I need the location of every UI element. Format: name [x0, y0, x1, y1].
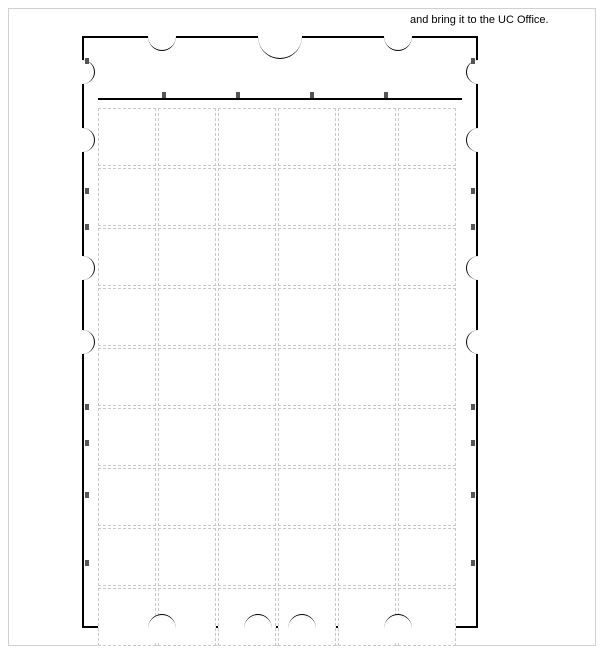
wall-mark [310, 92, 314, 98]
booth-cell [158, 288, 216, 346]
wall-mark [85, 560, 89, 566]
booth-cell [98, 348, 156, 406]
floor-plan-canvas: and bring it to the UC Office. [0, 0, 600, 650]
booth-cell [278, 408, 336, 466]
booth-cell [218, 108, 276, 166]
wall-mark [85, 440, 89, 446]
booth-cell [158, 348, 216, 406]
booth-cell [278, 228, 336, 286]
booth-cell [398, 228, 456, 286]
booth-cell [158, 468, 216, 526]
booth-cell [278, 288, 336, 346]
booth-cell [98, 228, 156, 286]
door-arc [70, 330, 95, 354]
wall-mark [471, 560, 475, 566]
door-arc [466, 330, 491, 354]
booth-cell [398, 408, 456, 466]
booth-cell [98, 108, 156, 166]
wall-mark [471, 440, 475, 446]
booth-cell [158, 108, 216, 166]
header-text: and bring it to the UC Office. [410, 14, 549, 26]
booth-cell [398, 528, 456, 586]
booth-cell [338, 108, 396, 166]
door-arc [70, 60, 95, 84]
booth-cell [98, 588, 156, 646]
booth-cell [218, 528, 276, 586]
booth-cell [158, 168, 216, 226]
door-arc [148, 22, 176, 51]
door-arc [384, 22, 412, 51]
door-arc [288, 614, 316, 643]
booth-cell [158, 528, 216, 586]
booth-cell [338, 468, 396, 526]
booth-cell [338, 288, 396, 346]
booth-cell [278, 108, 336, 166]
wall-mark [85, 188, 89, 194]
wall-mark [471, 58, 475, 64]
booth-cell [98, 528, 156, 586]
door-arc [70, 128, 95, 152]
booth-cell [218, 348, 276, 406]
booth-cell [278, 348, 336, 406]
booth-cell [218, 408, 276, 466]
booth-cell [278, 168, 336, 226]
booth-cell [218, 468, 276, 526]
booth-cell [338, 408, 396, 466]
booth-cell [98, 288, 156, 346]
booth-cell [398, 468, 456, 526]
booth-cell [338, 528, 396, 586]
booth-cell [398, 108, 456, 166]
booth-cell [278, 528, 336, 586]
wall-mark [162, 92, 166, 98]
wall-mark [471, 492, 475, 498]
door-arc [244, 614, 272, 643]
door-arc [466, 128, 491, 152]
wall-mark [85, 58, 89, 64]
wall-mark [471, 404, 475, 410]
booth-cell [338, 348, 396, 406]
booth-cell [398, 168, 456, 226]
booth-cell [158, 228, 216, 286]
booth-cell [158, 408, 216, 466]
booth-cell [98, 468, 156, 526]
wall-mark [236, 92, 240, 98]
booth-cell [398, 348, 456, 406]
door-arc [466, 256, 491, 280]
booth-cell [338, 168, 396, 226]
booth-cell [218, 288, 276, 346]
booth-cell [218, 168, 276, 226]
wall-mark [85, 404, 89, 410]
wall-mark [85, 224, 89, 230]
door-arc [70, 256, 95, 280]
booth-cell [278, 468, 336, 526]
booth-cell [98, 168, 156, 226]
wall-mark [384, 92, 388, 98]
door-arc [258, 14, 302, 59]
wall-mark [471, 224, 475, 230]
wall [98, 98, 462, 100]
door-arc [384, 614, 412, 643]
door-arc [466, 60, 491, 84]
booth-cell [98, 408, 156, 466]
booth-cell [398, 288, 456, 346]
door-arc [148, 614, 176, 643]
booth-cell [338, 228, 396, 286]
wall-mark [85, 492, 89, 498]
booth-cell [218, 228, 276, 286]
wall-mark [471, 188, 475, 194]
